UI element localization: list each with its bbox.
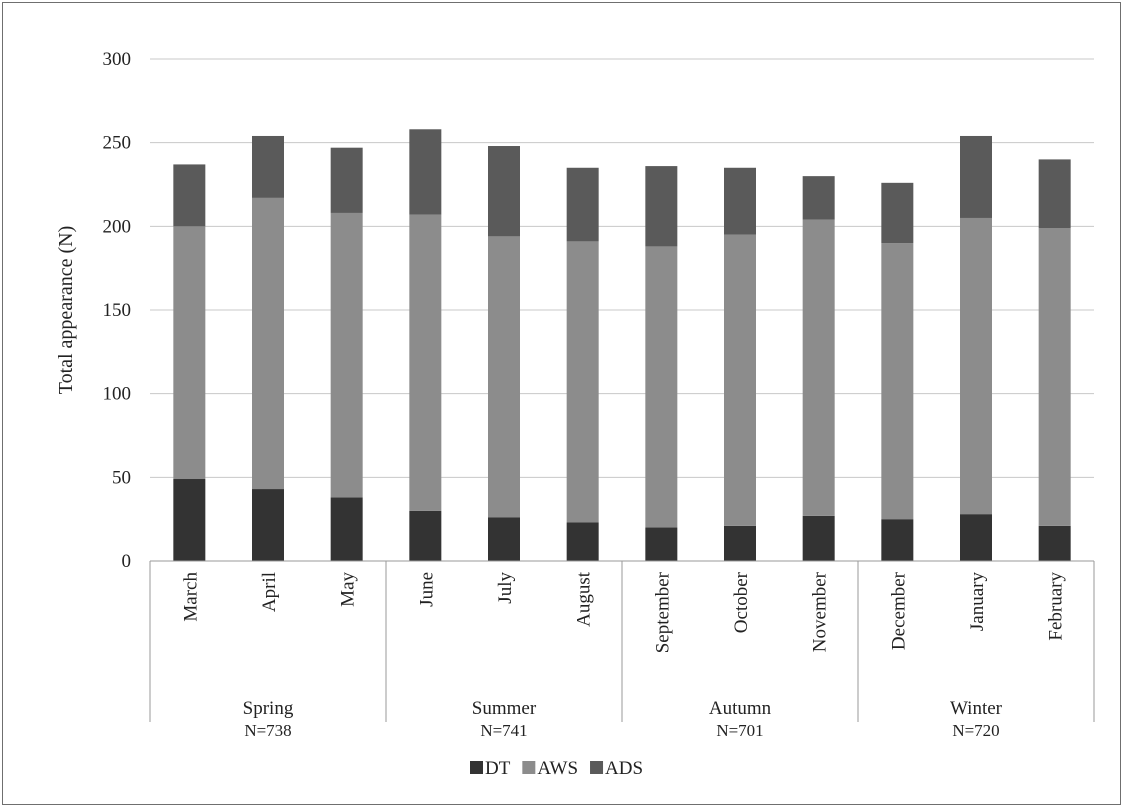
bar-dt-january xyxy=(960,514,992,561)
bar-ads-june xyxy=(409,129,442,215)
bar-ads-october xyxy=(724,167,756,235)
legend-label-aws: AWS xyxy=(537,758,578,779)
x-tick-label-july: July xyxy=(495,572,516,604)
y-tick-label-0: 0 xyxy=(122,551,132,572)
bar-ads-august xyxy=(566,167,599,242)
bar-dt-december xyxy=(881,519,914,561)
bar-aws-november xyxy=(802,219,835,516)
bar-dt-march xyxy=(173,479,206,561)
x-tick-label-february: February xyxy=(1046,572,1067,641)
bar-dt-june xyxy=(409,510,442,561)
legend-swatch-aws xyxy=(522,761,536,774)
bar-dt-april xyxy=(252,489,284,561)
group-label-spring: Spring xyxy=(243,698,294,719)
bar-aws-december xyxy=(881,243,914,520)
y-axis-title: Total appearance (N) xyxy=(55,226,77,395)
bar-aws-march xyxy=(173,226,206,480)
x-tick-label-october: October xyxy=(731,571,752,633)
x-tick-label-august: August xyxy=(574,571,595,627)
y-tick-label-150: 150 xyxy=(103,300,132,321)
bar-dt-november xyxy=(802,515,835,561)
bar-dt-may xyxy=(330,497,363,561)
bar-ads-april xyxy=(252,135,284,198)
legend-label-dt: DT xyxy=(485,758,511,779)
group-label-autumn: Autumn xyxy=(709,698,772,719)
legend-label-ads: ADS xyxy=(605,758,643,779)
y-tick-label-300: 300 xyxy=(103,49,132,70)
bar-aws-august xyxy=(566,241,599,523)
bar-ads-january xyxy=(960,135,992,218)
bar-aws-january xyxy=(960,217,992,515)
bar-dt-september xyxy=(645,527,678,561)
legend-swatch-dt xyxy=(470,761,483,774)
x-tick-label-may: May xyxy=(338,572,359,607)
bar-aws-may xyxy=(330,212,363,498)
bar-ads-december xyxy=(881,182,914,244)
x-tick-label-november: November xyxy=(810,571,831,652)
bar-aws-april xyxy=(252,197,284,490)
bar-aws-july xyxy=(488,236,520,518)
group-label-winter: Winter xyxy=(950,698,1003,719)
bar-aws-september xyxy=(645,246,678,528)
bar-ads-september xyxy=(645,166,678,247)
x-tick-label-december: December xyxy=(888,571,909,650)
group-n-label-winter: N=720 xyxy=(952,721,999,740)
x-tick-label-april: April xyxy=(259,572,280,612)
y-tick-label-200: 200 xyxy=(103,216,132,237)
bar-ads-may xyxy=(330,147,363,213)
bar-dt-august xyxy=(566,522,599,561)
group-n-label-spring: N=738 xyxy=(244,721,291,740)
y-tick-label-250: 250 xyxy=(103,133,132,154)
x-tick-label-september: September xyxy=(652,571,673,653)
bar-dt-october xyxy=(724,525,756,561)
bar-dt-july xyxy=(488,517,520,561)
x-tick-label-january: January xyxy=(967,572,988,632)
legend-swatch-ads xyxy=(590,761,604,774)
bar-ads-march xyxy=(173,164,206,227)
bar-dt-february xyxy=(1038,525,1071,561)
y-tick-label-50: 50 xyxy=(112,467,131,488)
group-label-summer: Summer xyxy=(472,698,537,719)
x-tick-label-june: June xyxy=(416,572,437,607)
bar-aws-june xyxy=(409,214,442,511)
bar-ads-november xyxy=(802,176,835,220)
bar-aws-february xyxy=(1038,228,1071,526)
group-n-label-autumn: N=701 xyxy=(716,721,763,740)
bar-ads-july xyxy=(488,146,520,237)
group-n-label-summer: N=741 xyxy=(480,721,527,740)
bar-aws-october xyxy=(724,234,756,526)
y-tick-label-100: 100 xyxy=(103,384,132,405)
bar-ads-february xyxy=(1038,159,1071,229)
x-tick-label-march: March xyxy=(180,572,201,622)
